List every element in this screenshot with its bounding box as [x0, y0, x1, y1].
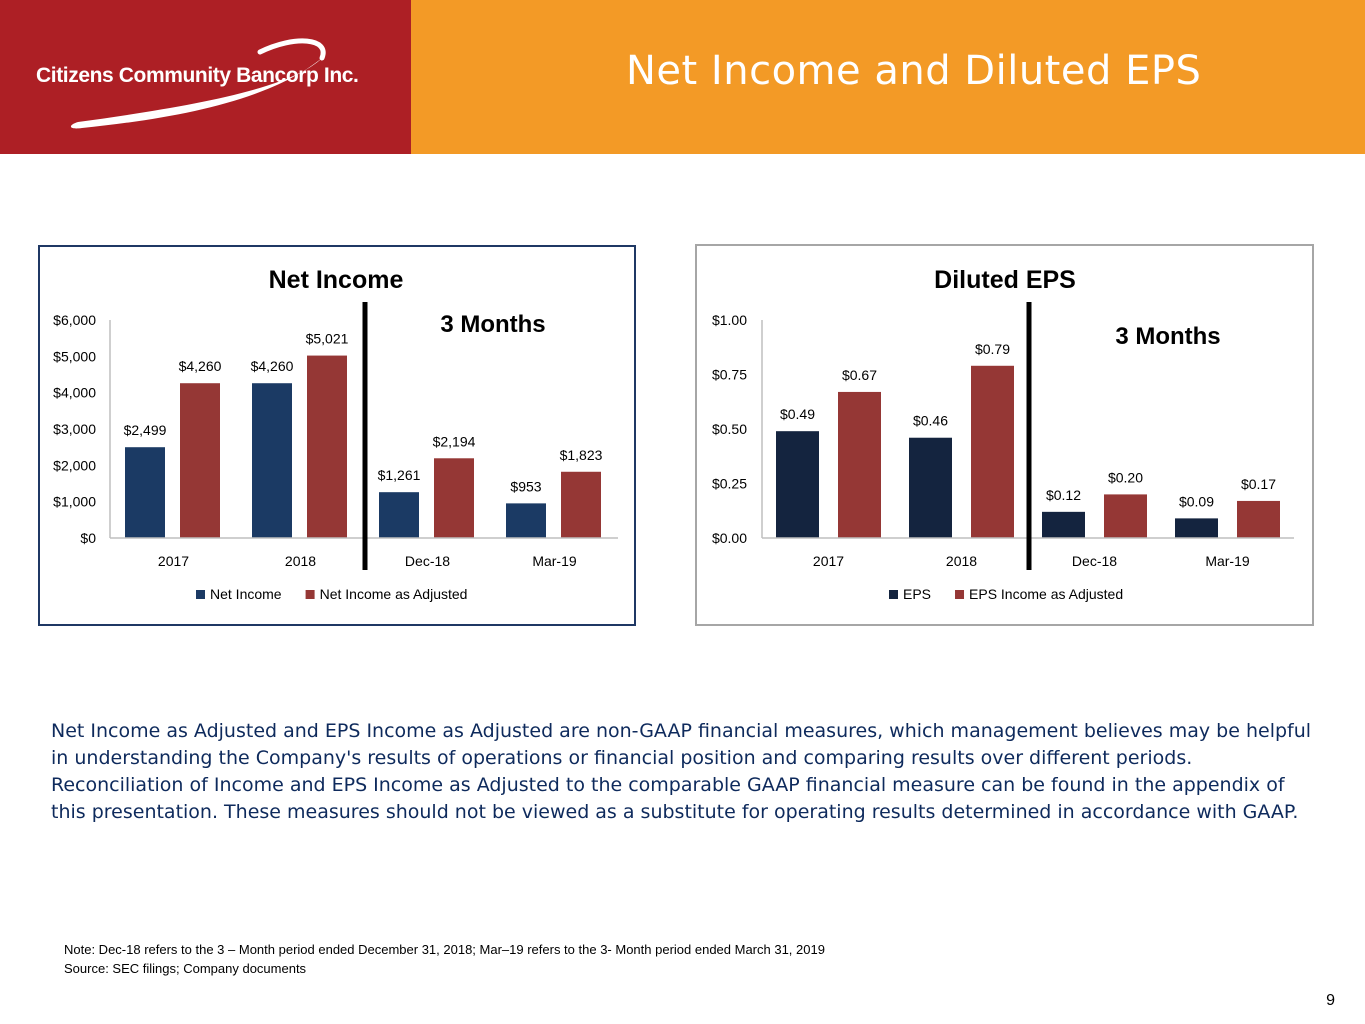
x-tick-label: 2018: [285, 553, 316, 569]
bar-net-income-as-adjusted-2018: [307, 355, 347, 538]
legend-swatch: [889, 590, 898, 599]
x-tick-label: Mar-19: [1205, 553, 1250, 569]
x-tick-label: 2017: [813, 553, 844, 569]
bar-net-income-mar-19: [506, 503, 546, 538]
data-label: $4,260: [251, 358, 294, 374]
bar-net-income-dec-18: [379, 492, 419, 538]
bar-eps-dec-18: [1042, 511, 1085, 538]
data-label: $0.79: [975, 341, 1010, 357]
period-footnote: Note: Dec-18 refers to the 3 – Month per…: [64, 942, 825, 957]
chart-title: Net Income: [269, 266, 404, 294]
data-label: $1,823: [560, 447, 603, 463]
logo-swoosh-icon: [70, 38, 326, 129]
brand-banner: Citizens Community Bancorp Inc.: [0, 0, 411, 154]
page-number: 9: [1326, 992, 1335, 1009]
data-label: $0.49: [780, 406, 815, 422]
data-label: $0.12: [1046, 487, 1081, 503]
data-label: $0.17: [1241, 476, 1276, 492]
legend-swatch: [305, 590, 315, 599]
diluted-eps-chart-svg: Diluted EPS 3 Months $0.00 $0.25 $0.50 $0.75 $…: [695, 244, 1314, 626]
data-label: $0.46: [913, 413, 948, 429]
y-tick-label: $1.00: [712, 312, 747, 328]
bar-eps-2018: [909, 437, 952, 538]
y-tick-label: $0: [80, 530, 96, 546]
legend-label: Net Income as Adjusted: [320, 586, 468, 602]
x-tick-label: Dec-18: [1072, 553, 1117, 569]
source-footnote: Source: SEC filings; Company documents: [64, 961, 307, 976]
period-annotation: 3 Months: [1115, 323, 1220, 350]
bar-eps-income-as-adjusted-2017: [838, 391, 881, 538]
diluted-eps-chart: Diluted EPS 3 Months $0.00 $0.25 $0.50 $0.75 $…: [695, 244, 1314, 626]
bar-eps-income-as-adjusted-2018: [971, 365, 1014, 538]
bar-net-income-2017: [125, 447, 165, 538]
bar-net-income-2018: [252, 383, 292, 538]
x-tick-label: Mar-19: [532, 553, 577, 569]
data-label: $4,260: [179, 358, 222, 374]
data-label: $0.67: [842, 367, 877, 383]
legend-swatch: [196, 590, 205, 599]
y-tick-label: $1,000: [53, 494, 96, 510]
legend-label: Net Income: [210, 586, 282, 602]
y-tick-label: $0.00: [712, 530, 747, 546]
data-label: $2,194: [433, 433, 476, 449]
legend-swatch: [955, 590, 965, 599]
y-tick-label: $2,000: [53, 457, 96, 473]
net-income-chart: Net Income 3 Months $0 $1,000 $2,000 $3,000 $4…: [38, 245, 636, 626]
y-tick-label: $3,000: [53, 421, 96, 437]
x-tick-label: 2018: [946, 553, 977, 569]
period-annotation: 3 Months: [440, 311, 545, 338]
data-label: $0.09: [1179, 493, 1214, 509]
data-label: $2,499: [124, 422, 167, 438]
y-tick-label: $0.75: [712, 367, 747, 383]
bar-eps-2017: [776, 431, 819, 538]
bar-net-income-as-adjusted-dec-18: [434, 458, 474, 538]
y-tick-label: $6,000: [53, 312, 96, 328]
legend-label: EPS: [903, 586, 931, 602]
y-tick-label: $0.50: [712, 421, 747, 437]
bar-eps-mar-19: [1175, 518, 1218, 538]
bar-eps-income-as-adjusted-mar-19: [1237, 500, 1280, 538]
data-label: $953: [510, 478, 541, 494]
data-label: $5,021: [306, 331, 349, 347]
y-tick-label: $0.25: [712, 476, 747, 492]
bar-net-income-as-adjusted-2017: [180, 383, 220, 538]
x-tick-label: Dec-18: [405, 553, 450, 569]
data-label: $1,261: [378, 467, 421, 483]
x-tick-label: 2017: [158, 553, 189, 569]
chart-title: Diluted EPS: [934, 266, 1076, 294]
company-logo-text: Citizens Community Bancorp Inc.: [36, 64, 359, 87]
y-tick-label: $5,000: [53, 348, 96, 364]
data-label: $0.20: [1108, 469, 1143, 485]
bar-net-income-as-adjusted-mar-19: [561, 471, 601, 538]
legend-label: EPS Income as Adjusted: [969, 586, 1123, 602]
bar-eps-income-as-adjusted-dec-18: [1104, 494, 1147, 538]
slide-title: Net Income and Diluted EPS: [626, 48, 1202, 94]
y-tick-label: $4,000: [53, 385, 96, 401]
title-banner: [411, 0, 1365, 154]
net-income-chart-svg: Net Income 3 Months $0 $1,000 $2,000 $3,000 $4…: [38, 245, 636, 626]
non-gaap-disclosure: Net Income as Adjusted and EPS Income as…: [51, 720, 1312, 823]
